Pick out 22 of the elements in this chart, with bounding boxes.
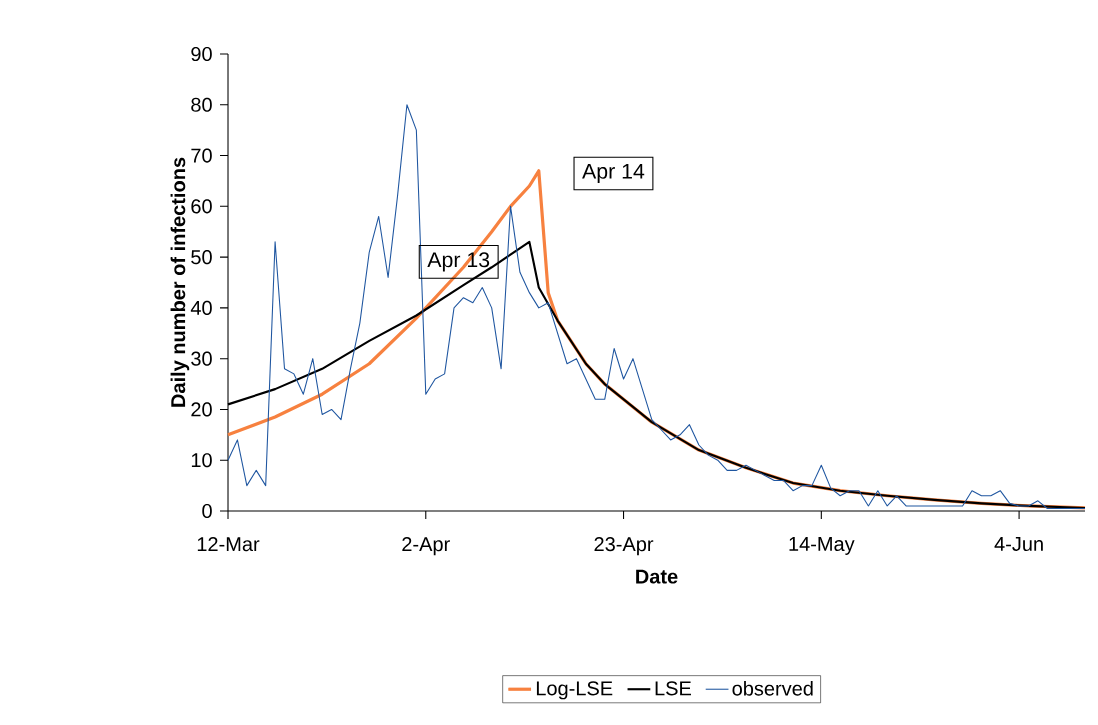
y-tick-label: 80 — [191, 97, 212, 112]
y-tick-label: 60 — [191, 199, 212, 214]
y-tick-label: 10 — [191, 453, 212, 468]
x-tick-label: 14-May — [789, 537, 855, 555]
y-tick-label: 0 — [202, 503, 212, 519]
x-tick-label: 12-Mar — [197, 537, 260, 552]
y-tick-label: 40 — [190, 300, 212, 315]
legend-label: observed — [732, 680, 813, 696]
x-axis-title: Date — [636, 569, 678, 584]
y-tick-label: 30 — [191, 351, 212, 366]
legend-label: Log-LSE — [536, 681, 613, 700]
y-tick-label: 20 — [191, 402, 212, 417]
legend-label: LSE — [655, 681, 691, 696]
x-tick-label: 23-Apr — [594, 537, 654, 556]
annotation: Apr 14 — [582, 163, 645, 184]
x-tick-label: 2-Apr — [402, 537, 450, 556]
annotation: Apr 13 — [427, 252, 490, 272]
y-tick-label: 50 — [191, 250, 212, 265]
y-tick-label: 70 — [191, 148, 212, 163]
y-axis-title: Daily number of infections — [170, 157, 190, 407]
x-tick-label: 4-Jun — [994, 537, 1043, 551]
y-tick-label: 90 — [191, 46, 212, 62]
